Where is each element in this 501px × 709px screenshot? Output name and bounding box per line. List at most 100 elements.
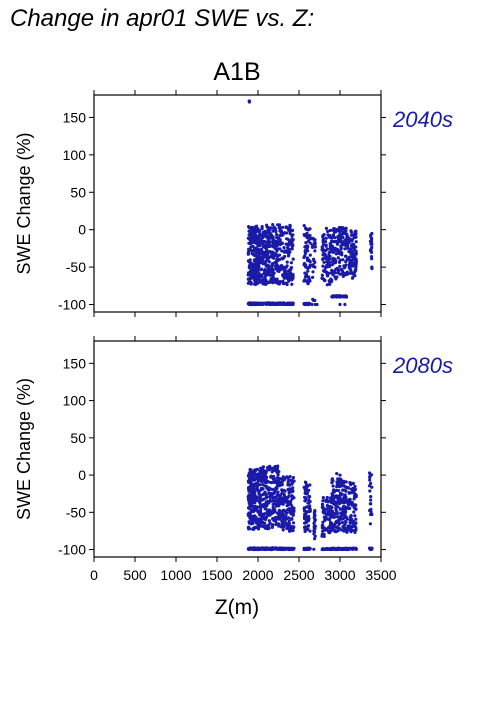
data-point: [340, 235, 344, 239]
data-point: [291, 513, 295, 518]
data-point: [248, 500, 252, 504]
data-point: [344, 480, 348, 484]
y-tick-label: 100: [63, 393, 87, 409]
data-point: [255, 238, 259, 242]
data-point: [306, 269, 310, 273]
data-point: [323, 528, 328, 532]
data-point: [341, 258, 345, 262]
data-point: [354, 240, 358, 244]
data-point: [247, 99, 251, 104]
data-point: [331, 233, 336, 237]
data-point: [302, 255, 306, 260]
data-point: [280, 241, 284, 245]
data-point: [321, 496, 325, 500]
data-point: [292, 479, 296, 483]
data-point: [353, 530, 357, 535]
data-point: [259, 466, 263, 471]
data-point: [249, 468, 253, 472]
data-point: [252, 240, 256, 245]
data-point: [305, 491, 309, 495]
data-point: [312, 515, 316, 520]
data-point: [247, 277, 251, 281]
data-point: [268, 240, 272, 244]
data-point: [259, 506, 263, 510]
figure-title: Change in apr01 SWE vs. Z:: [10, 5, 314, 32]
data-point: [307, 517, 311, 521]
data-point: [250, 509, 254, 513]
data-point: [270, 262, 275, 266]
y-tick-label: -100: [58, 542, 86, 558]
data-point: [342, 524, 346, 528]
data-point: [274, 262, 279, 266]
x-tick-label: 0: [90, 567, 98, 583]
data-point: [343, 512, 347, 517]
data-point: [342, 264, 346, 268]
data-point: [251, 482, 255, 486]
data-point: [287, 501, 291, 505]
data-point: [267, 519, 271, 523]
data-point: [327, 517, 331, 521]
data-point: [354, 521, 358, 526]
data-point: [266, 280, 270, 284]
data-point: [321, 253, 325, 257]
data-point: [351, 275, 355, 280]
data-point: [268, 521, 272, 525]
y-tick-label: 150: [63, 355, 87, 371]
data-point: [251, 496, 255, 500]
data-point: [263, 547, 267, 551]
data-point: [321, 547, 325, 551]
data-point: [287, 243, 291, 247]
data-point: [265, 257, 270, 261]
data-point: [321, 524, 325, 528]
data-point: [330, 492, 334, 496]
data-point: [269, 475, 273, 479]
data-point: [336, 499, 340, 503]
data-point: [322, 510, 326, 514]
data-point: [337, 482, 341, 486]
data-point: [338, 236, 342, 240]
data-point: [281, 256, 286, 260]
data-point: [370, 485, 374, 489]
data-point: [344, 489, 348, 493]
data-point: [328, 282, 332, 286]
data-point: [271, 502, 275, 506]
data-point: [343, 519, 348, 524]
data-point: [291, 476, 295, 480]
scatter-points: [246, 464, 374, 552]
data-point: [324, 499, 328, 503]
data-point: [324, 240, 328, 244]
data-point: [258, 238, 262, 242]
data-point: [338, 491, 343, 495]
period-label: 2080s: [392, 353, 453, 378]
data-point: [273, 264, 277, 268]
data-point: [311, 263, 315, 267]
data-point: [368, 508, 372, 512]
y-tick-label: -100: [58, 297, 86, 313]
data-point: [262, 253, 266, 257]
data-point: [278, 280, 282, 284]
data-point: [276, 223, 280, 227]
data-point: [287, 516, 291, 520]
data-point: [305, 256, 309, 260]
data-point: [248, 546, 252, 551]
data-point: [304, 521, 308, 525]
data-point: [250, 501, 254, 505]
data-point: [278, 517, 282, 521]
data-point: [263, 275, 267, 279]
data-point: [370, 242, 374, 246]
data-point: [353, 260, 357, 264]
data-point: [338, 507, 342, 511]
data-point: [289, 478, 293, 482]
data-point: [266, 240, 270, 244]
x-tick-label: 3500: [365, 567, 396, 583]
data-point: [322, 269, 326, 273]
data-point: [340, 482, 344, 486]
data-point: [277, 497, 281, 501]
data-point: [283, 271, 287, 276]
data-point: [324, 244, 328, 248]
data-point: [313, 249, 317, 253]
data-point: [368, 522, 372, 526]
data-point: [354, 257, 358, 261]
data-point: [269, 499, 273, 503]
